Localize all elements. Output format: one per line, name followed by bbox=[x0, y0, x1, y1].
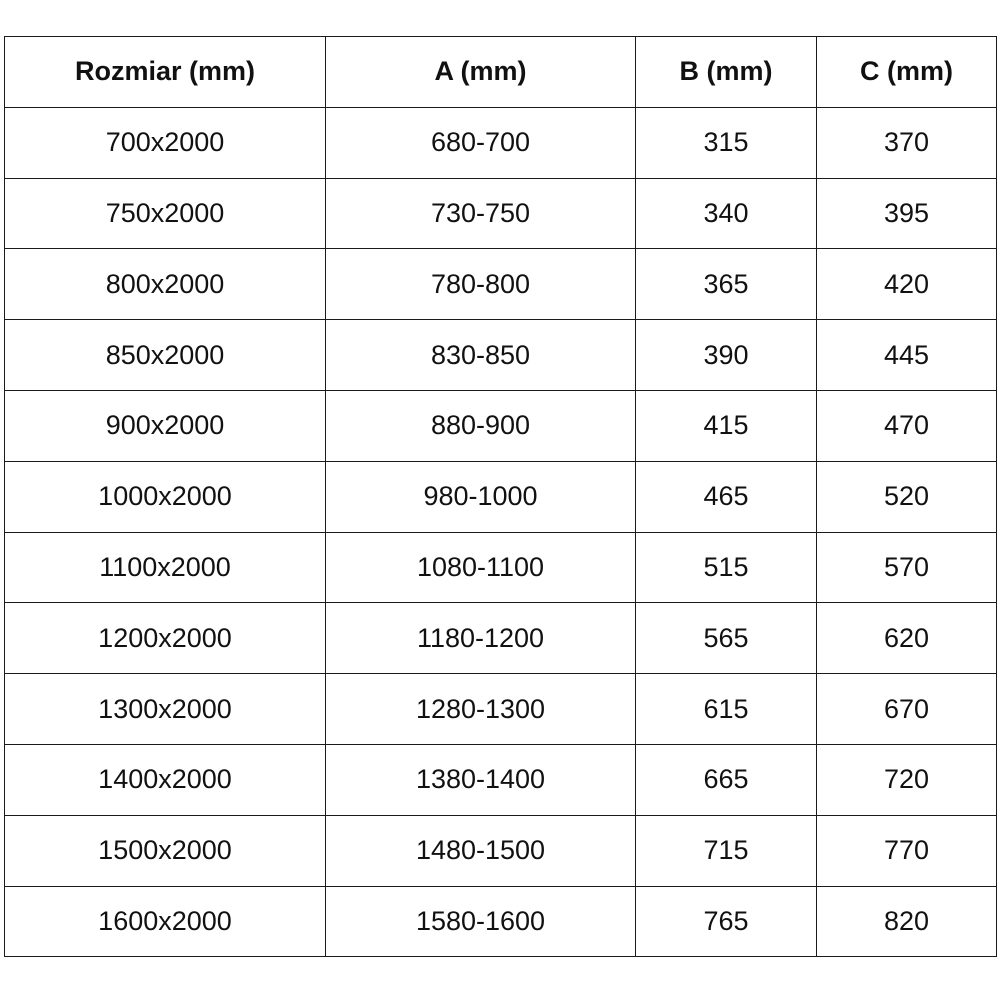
cell-c: 520 bbox=[816, 460, 997, 533]
table-row: 1600x2000 1580-1600 765 820 bbox=[4, 885, 997, 958]
cell-size: 1400x2000 bbox=[4, 743, 326, 816]
cell-b: 315 bbox=[635, 106, 817, 179]
table-row: 750x2000 730-750 340 395 bbox=[4, 177, 997, 250]
cell-a: 1480-1500 bbox=[325, 814, 636, 887]
cell-c: 720 bbox=[816, 743, 997, 816]
cell-a: 780-800 bbox=[325, 248, 636, 321]
table-row: 1200x2000 1180-1200 565 620 bbox=[4, 602, 997, 675]
cell-b: 340 bbox=[635, 177, 817, 250]
cell-b: 615 bbox=[635, 673, 817, 745]
cell-b: 765 bbox=[635, 885, 817, 958]
cell-b: 515 bbox=[635, 531, 817, 604]
cell-a: 1580-1600 bbox=[325, 885, 636, 958]
cell-size: 1200x2000 bbox=[4, 602, 326, 675]
cell-a: 1380-1400 bbox=[325, 743, 636, 816]
cell-size: 1300x2000 bbox=[4, 673, 326, 745]
cell-c: 820 bbox=[816, 885, 997, 958]
header-size: Rozmiar (mm) bbox=[4, 36, 326, 108]
table-row: 850x2000 830-850 390 445 bbox=[4, 319, 997, 391]
cell-c: 620 bbox=[816, 602, 997, 675]
cell-a: 1080-1100 bbox=[325, 531, 636, 604]
table-row: 1000x2000 980-1000 465 520 bbox=[4, 460, 997, 533]
cell-size: 900x2000 bbox=[4, 389, 326, 462]
cell-c: 420 bbox=[816, 248, 997, 321]
cell-c: 470 bbox=[816, 389, 997, 462]
cell-size: 1000x2000 bbox=[4, 460, 326, 533]
cell-c: 770 bbox=[816, 814, 997, 887]
cell-b: 565 bbox=[635, 602, 817, 675]
cell-c: 445 bbox=[816, 319, 997, 391]
cell-size: 1500x2000 bbox=[4, 814, 326, 887]
header-b: B (mm) bbox=[635, 36, 817, 108]
cell-size: 1600x2000 bbox=[4, 885, 326, 958]
cell-size: 800x2000 bbox=[4, 248, 326, 321]
cell-a: 880-900 bbox=[325, 389, 636, 462]
cell-c: 570 bbox=[816, 531, 997, 604]
cell-a: 1180-1200 bbox=[325, 602, 636, 675]
cell-c: 370 bbox=[816, 106, 997, 179]
cell-size: 1100x2000 bbox=[4, 531, 326, 604]
cell-a: 830-850 bbox=[325, 319, 636, 391]
cell-c: 670 bbox=[816, 673, 997, 745]
cell-a: 980-1000 bbox=[325, 460, 636, 533]
table-row: 1500x2000 1480-1500 715 770 bbox=[4, 814, 997, 887]
cell-c: 395 bbox=[816, 177, 997, 250]
header-a: A (mm) bbox=[325, 36, 636, 108]
cell-b: 465 bbox=[635, 460, 817, 533]
cell-size: 750x2000 bbox=[4, 177, 326, 250]
table-row: 1300x2000 1280-1300 615 670 bbox=[4, 673, 997, 745]
cell-b: 390 bbox=[635, 319, 817, 391]
cell-a: 1280-1300 bbox=[325, 673, 636, 745]
cell-b: 415 bbox=[635, 389, 817, 462]
header-c: C (mm) bbox=[816, 36, 997, 108]
table-row: 700x2000 680-700 315 370 bbox=[4, 106, 997, 179]
cell-b: 665 bbox=[635, 743, 817, 816]
cell-size: 700x2000 bbox=[4, 106, 326, 179]
cell-b: 365 bbox=[635, 248, 817, 321]
cell-b: 715 bbox=[635, 814, 817, 887]
size-table: Rozmiar (mm) A (mm) B (mm) C (mm) 700x20… bbox=[4, 36, 997, 958]
table-row: 900x2000 880-900 415 470 bbox=[4, 389, 997, 462]
table-row: 1100x2000 1080-1100 515 570 bbox=[4, 531, 997, 604]
header-row: Rozmiar (mm) A (mm) B (mm) C (mm) bbox=[4, 36, 997, 108]
cell-a: 680-700 bbox=[325, 106, 636, 179]
table-row: 1400x2000 1380-1400 665 720 bbox=[4, 743, 997, 816]
cell-a: 730-750 bbox=[325, 177, 636, 250]
table-row: 800x2000 780-800 365 420 bbox=[4, 248, 997, 321]
cell-size: 850x2000 bbox=[4, 319, 326, 391]
